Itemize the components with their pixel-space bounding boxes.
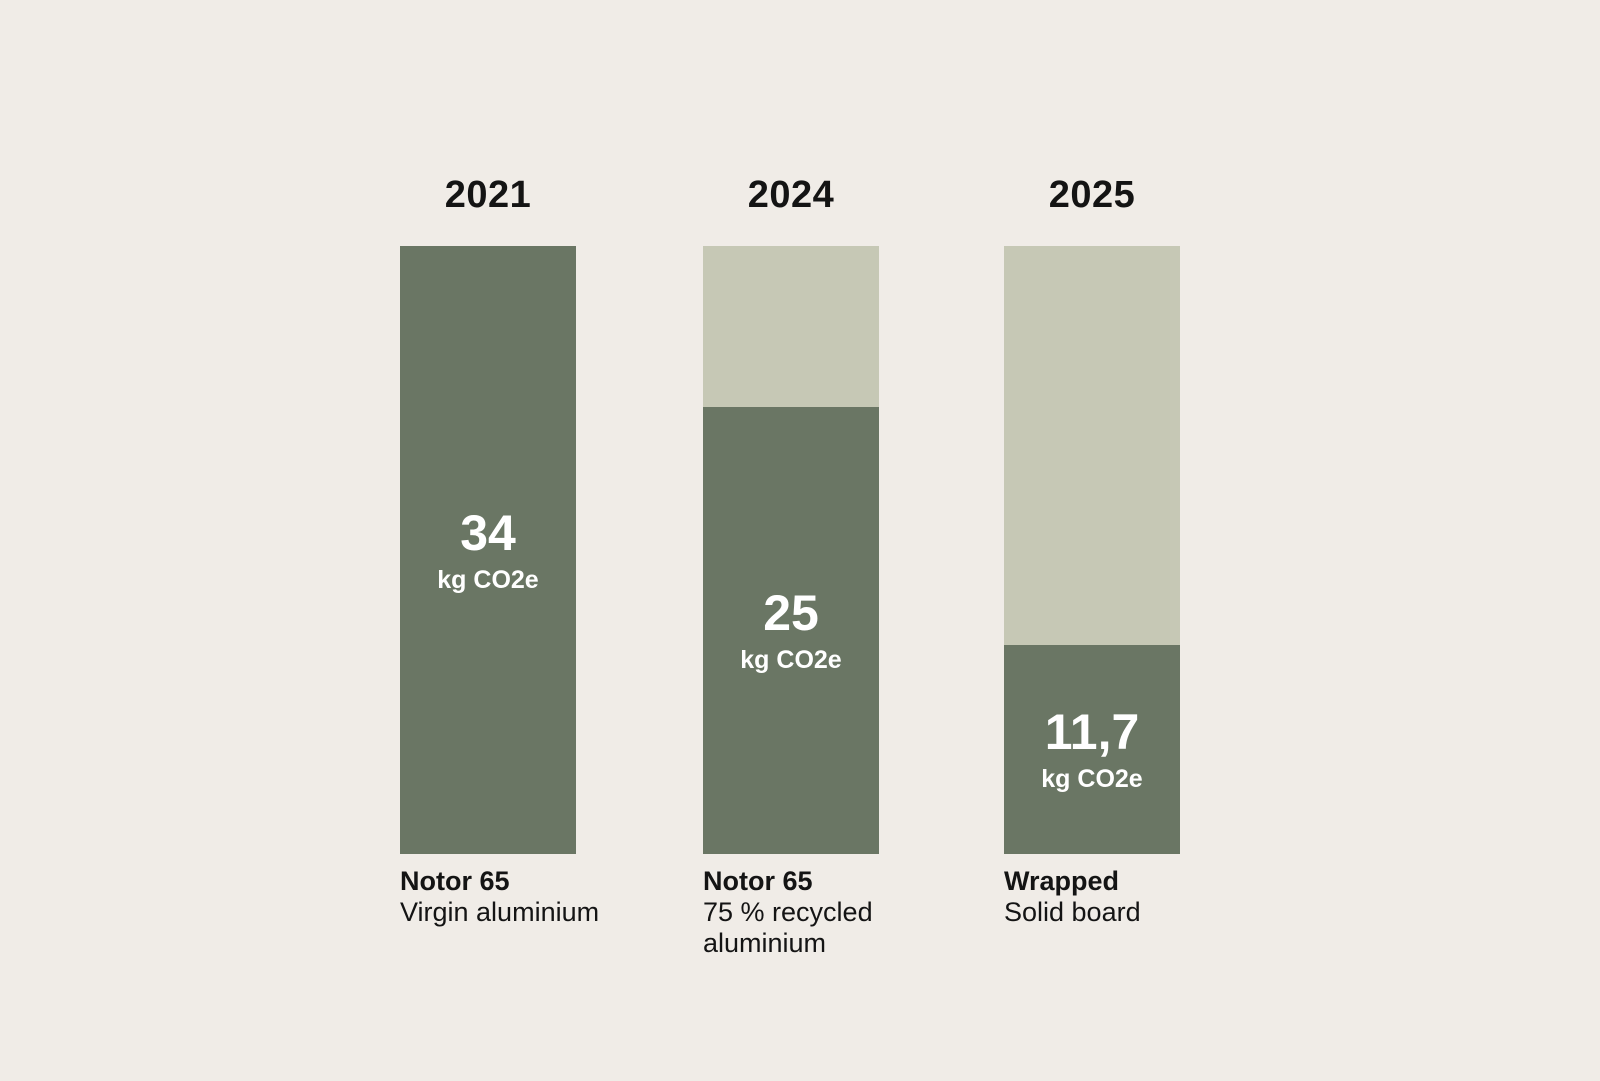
bar-value-2024: 25	[763, 584, 819, 641]
bar-unit-2021: kg CO2e	[437, 565, 539, 594]
bar-2021: 34 kg CO2e	[400, 246, 576, 854]
year-label-2021: 2021	[444, 174, 532, 216]
year-label-2025: 2025	[1048, 174, 1136, 216]
bar-caption-subtitle: 75 % recycled aluminium	[703, 897, 873, 958]
bar-2024: 25 kg CO2e	[703, 246, 879, 854]
bar-value-2025: 11,7	[1044, 703, 1140, 760]
bar-caption-2021: Notor 65 Virgin aluminium	[400, 866, 622, 928]
bar-column-2025: 2025 11,7 kg CO2e Wrapped Solid board	[1004, 0, 1180, 1081]
bar-column-2024: 2024 25 kg CO2e Notor 65 75 % recycled a…	[703, 0, 879, 1081]
bar-2025: 11,7 kg CO2e	[1004, 246, 1180, 854]
bar-unit-2024: kg CO2e	[740, 645, 842, 674]
bar-caption-title: Wrapped	[1004, 866, 1120, 896]
bar-column-2021: 2021 34 kg CO2e Notor 65 Virgin aluminiu…	[400, 0, 599, 1081]
year-label-2024: 2024	[747, 174, 835, 216]
bar-fill-segment-2024: 25 kg CO2e	[703, 406, 879, 854]
bar-fill-segment-2025: 11,7 kg CO2e	[1004, 644, 1180, 854]
bar-caption-subtitle: Virgin aluminium	[400, 897, 600, 927]
bar-unit-2025: kg CO2e	[1041, 764, 1143, 793]
bar-caption-title: Notor 65	[400, 866, 510, 896]
bar-caption-title: Notor 65	[703, 866, 813, 896]
bar-value-2021: 34	[460, 504, 516, 561]
bar-caption-2025: Wrapped Solid board	[1004, 866, 1226, 928]
bar-caption-subtitle: Solid board	[1004, 897, 1141, 927]
bar-caption-2024: Notor 65 75 % recycled aluminium	[703, 866, 925, 959]
bar-fill-segment-2021: 34 kg CO2e	[400, 246, 576, 854]
